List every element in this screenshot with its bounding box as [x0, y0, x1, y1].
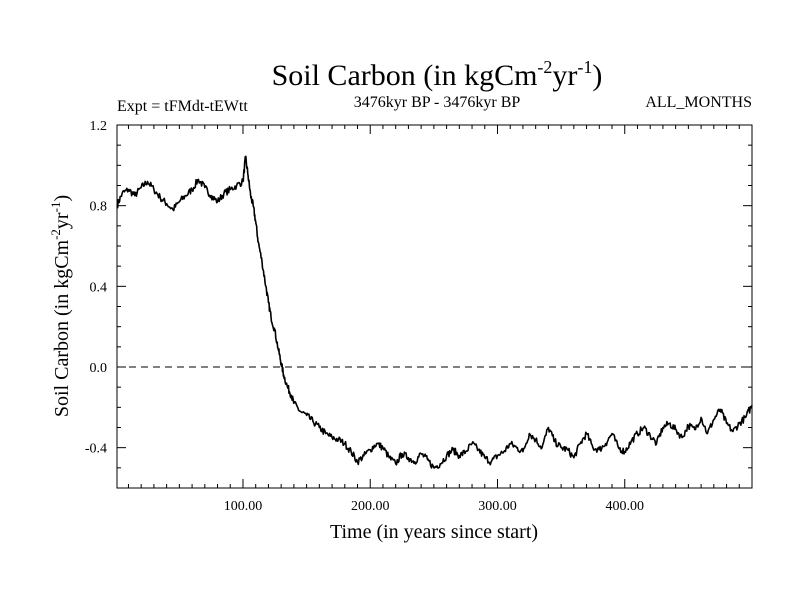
y-tick-label: -0.4: [85, 442, 107, 457]
y-tick-label: 0.0: [90, 361, 108, 376]
x-tick-label: 400.00: [605, 499, 644, 514]
plot-frame: [116, 124, 753, 489]
y-tick-label: 0.8: [90, 200, 108, 215]
subtitle-period: 3476kyr BP - 3476kyr BP: [354, 94, 521, 111]
x-axis-ticks: 100.00 200.00 300.00 400.00: [127, 125, 740, 514]
y-axis-ticks: -0.4 0.0 0.4 0.8 1.2: [85, 119, 752, 469]
x-axis-label: Time (in years since start): [330, 521, 538, 543]
subtitle-experiment: Expt = tFMdt-tEWtt: [117, 98, 248, 115]
chart-title: Soil Carbon (in kgCm-2yr-1): [272, 57, 603, 92]
y-axis-label: Soil Carbon (in kgCm-2yr-1): [48, 195, 73, 417]
y-tick-label: 1.2: [90, 119, 108, 134]
x-tick-label: 100.00: [224, 499, 263, 514]
series-line-soil-carbon: [116, 155, 753, 469]
subtitle-months: ALL_MONTHS: [645, 94, 752, 111]
y-tick-label: 0.4: [90, 280, 108, 295]
x-tick-label: 300.00: [478, 499, 517, 514]
x-tick-label: 200.00: [351, 499, 390, 514]
